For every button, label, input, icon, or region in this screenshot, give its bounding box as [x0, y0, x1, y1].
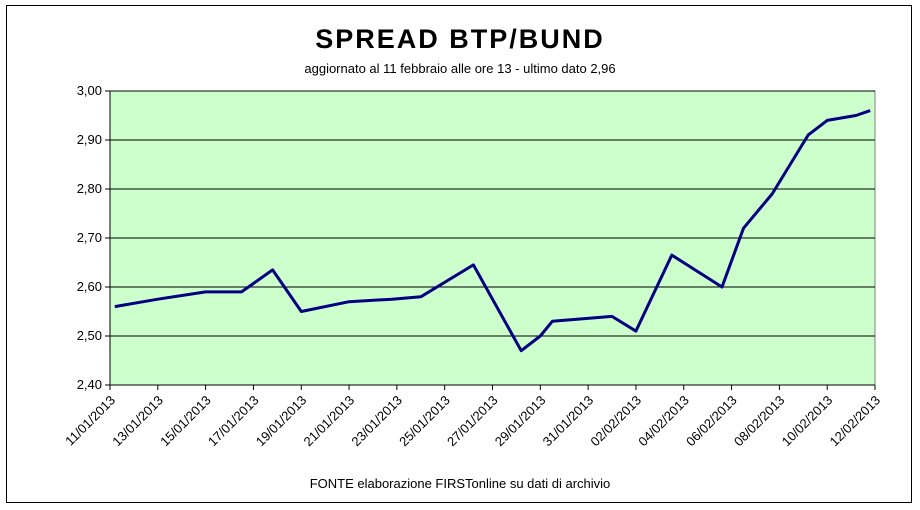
x-tick-label: 31/01/2013: [540, 393, 597, 450]
y-tick-label: 2,40: [77, 377, 102, 392]
chart-title: SPREAD BTP/BUND: [315, 24, 605, 54]
x-tick-label: 12/02/2013: [826, 393, 883, 450]
x-tick-label: 27/01/2013: [444, 393, 501, 450]
x-tick-label: 21/01/2013: [301, 393, 358, 450]
y-tick-label: 2,90: [77, 132, 102, 147]
x-tick-label: 29/01/2013: [492, 393, 549, 450]
x-tick-label: 15/01/2013: [157, 393, 214, 450]
x-tick-label: 13/01/2013: [109, 393, 166, 450]
x-tick-label: 23/01/2013: [348, 393, 405, 450]
x-tick-label: 10/02/2013: [779, 393, 836, 450]
x-tick-label: 02/02/2013: [587, 393, 644, 450]
chart-subtitle: aggiornato al 11 febbraio alle ore 13 - …: [304, 61, 616, 76]
x-tick-label: 06/02/2013: [683, 393, 740, 450]
y-tick-label: 2,70: [77, 230, 102, 245]
y-tick-label: 2,60: [77, 279, 102, 294]
x-tick-label: 08/02/2013: [731, 393, 788, 450]
chart-source: FONTE elaborazione FIRSTonline su dati d…: [309, 476, 611, 491]
series-line: [114, 109, 871, 353]
x-tick-label: 04/02/2013: [635, 393, 692, 450]
y-tick-label: 3,00: [77, 83, 102, 98]
x-tick-label: 25/01/2013: [396, 393, 453, 450]
y-tick-label: 2,80: [77, 181, 102, 196]
x-tick-label: 19/01/2013: [253, 393, 310, 450]
x-tick-label: 17/01/2013: [205, 393, 262, 450]
y-tick-label: 2,50: [77, 328, 102, 343]
